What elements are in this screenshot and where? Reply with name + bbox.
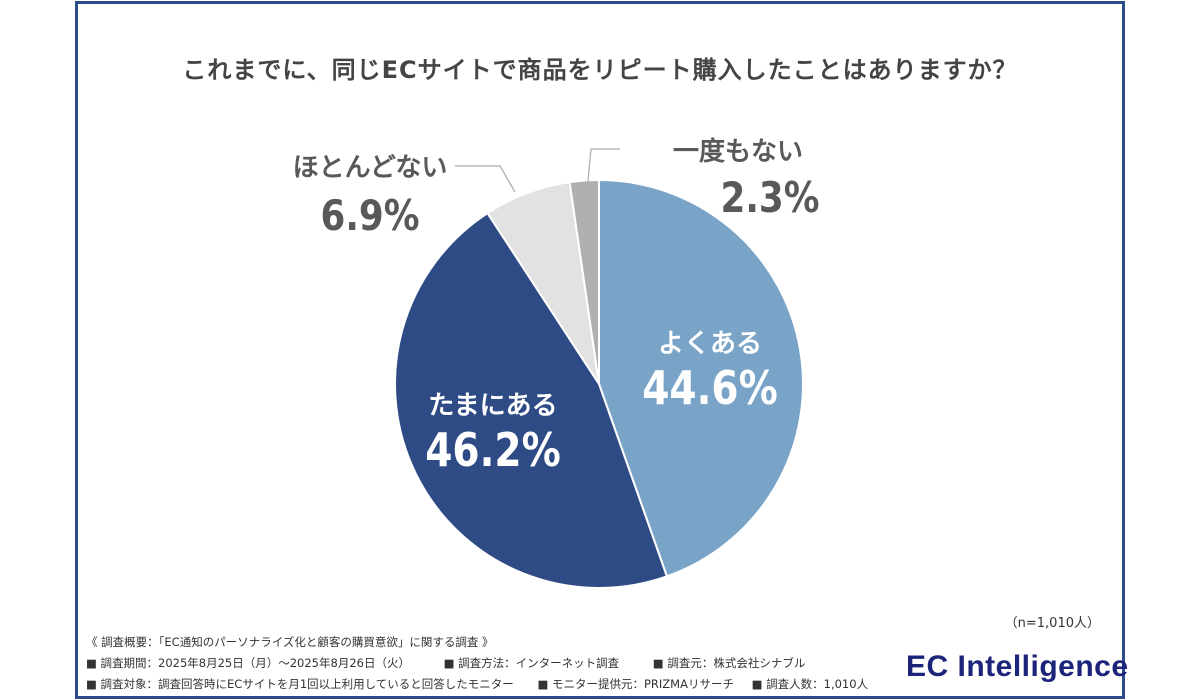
survey-meta-row-1: ■ 調査期間：2025年8月25日（月）～2025年8月26日（火） ■ 調査方… xyxy=(86,655,805,671)
survey-count: ■ 調査人数：1,010人 xyxy=(751,677,869,691)
slice-value-label: 46.2% xyxy=(425,424,561,478)
survey-target: ■ 調査対象：調査回答時にECサイトを月1回以上利用していると回答したモニター xyxy=(86,677,514,691)
leader-line-4 xyxy=(587,148,620,182)
slice-value-label: 44.6% xyxy=(642,362,778,416)
slice-label: よくある xyxy=(658,329,762,359)
chart-title: これまでに、同じECサイトで商品をリピート購入したことはありますか？ xyxy=(182,56,1018,84)
survey-meta-row-2: ■ 調査対象：調査回答時にECサイトを月1回以上利用していると回答したモニター … xyxy=(86,676,868,692)
ec-intelligence-logo: EC Intelligence xyxy=(906,650,1129,683)
sample-size-note: （n=1,010人） xyxy=(1004,616,1100,631)
slice-label: たまにある xyxy=(428,391,557,421)
slice-label: ほとんどない xyxy=(293,153,448,183)
leader-line-3 xyxy=(455,165,516,193)
survey-summary: 《 調査概要：「EC通知のパーソナライズ化と顧客の購買意欲」に関する調査 》 xyxy=(86,635,494,649)
survey-method: ■ 調査方法：インターネット調査 xyxy=(443,656,620,670)
survey-period: ■ 調査期間：2025年8月25日（月）～2025年8月26日（火） xyxy=(86,656,410,670)
slice-label: 一度もない xyxy=(673,136,803,167)
pie-slice-4 xyxy=(568,178,600,385)
survey-provider: ■ モニター提供元：PRIZMAリサーチ xyxy=(537,677,734,691)
pie-slice-1 xyxy=(598,178,804,578)
slice-value-label: 6.9% xyxy=(321,192,420,240)
survey-source: ■ 調査元：株式会社シナブル xyxy=(652,656,806,670)
slice-value-label: 2.3% xyxy=(721,174,820,222)
pie-slice-2 xyxy=(394,211,669,589)
